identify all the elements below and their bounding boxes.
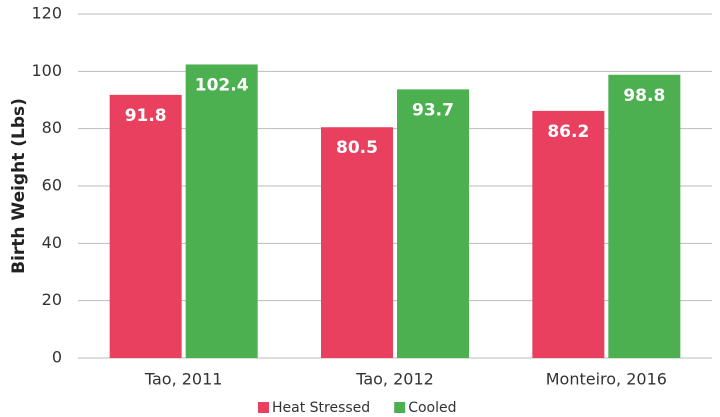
y-tick-label: 20: [42, 290, 62, 309]
bar: [321, 127, 393, 358]
legend-label: Cooled: [408, 400, 456, 416]
value-label: 93.7: [412, 100, 454, 120]
value-label: 80.5: [336, 138, 378, 158]
bar: [397, 89, 469, 358]
bar: [185, 64, 258, 358]
value-label: 102.4: [195, 75, 249, 95]
y-tick-label: 0: [52, 348, 62, 367]
value-label: 86.2: [547, 122, 589, 142]
y-tick-label: 80: [42, 118, 62, 137]
bar: [109, 94, 182, 358]
y-axis-title: Birth Weight (Lbs): [9, 98, 29, 274]
x-tick-label: Monteiro, 2016: [546, 370, 667, 389]
y-tick-label: 100: [31, 61, 62, 80]
y-tick-label: 60: [42, 176, 62, 195]
value-label: 91.8: [125, 106, 167, 126]
value-label: 98.8: [623, 86, 665, 106]
y-tick-label: 120: [31, 4, 62, 23]
legend-swatch: [258, 402, 269, 413]
y-tick-label: 40: [42, 233, 62, 252]
legend-label: Heat Stressed: [272, 400, 370, 416]
bar: [532, 110, 605, 358]
legend-swatch: [394, 402, 406, 413]
bar: [608, 74, 681, 359]
x-tick-label: Tao, 2011: [144, 370, 223, 389]
x-tick-label: Tao, 2012: [355, 370, 434, 389]
